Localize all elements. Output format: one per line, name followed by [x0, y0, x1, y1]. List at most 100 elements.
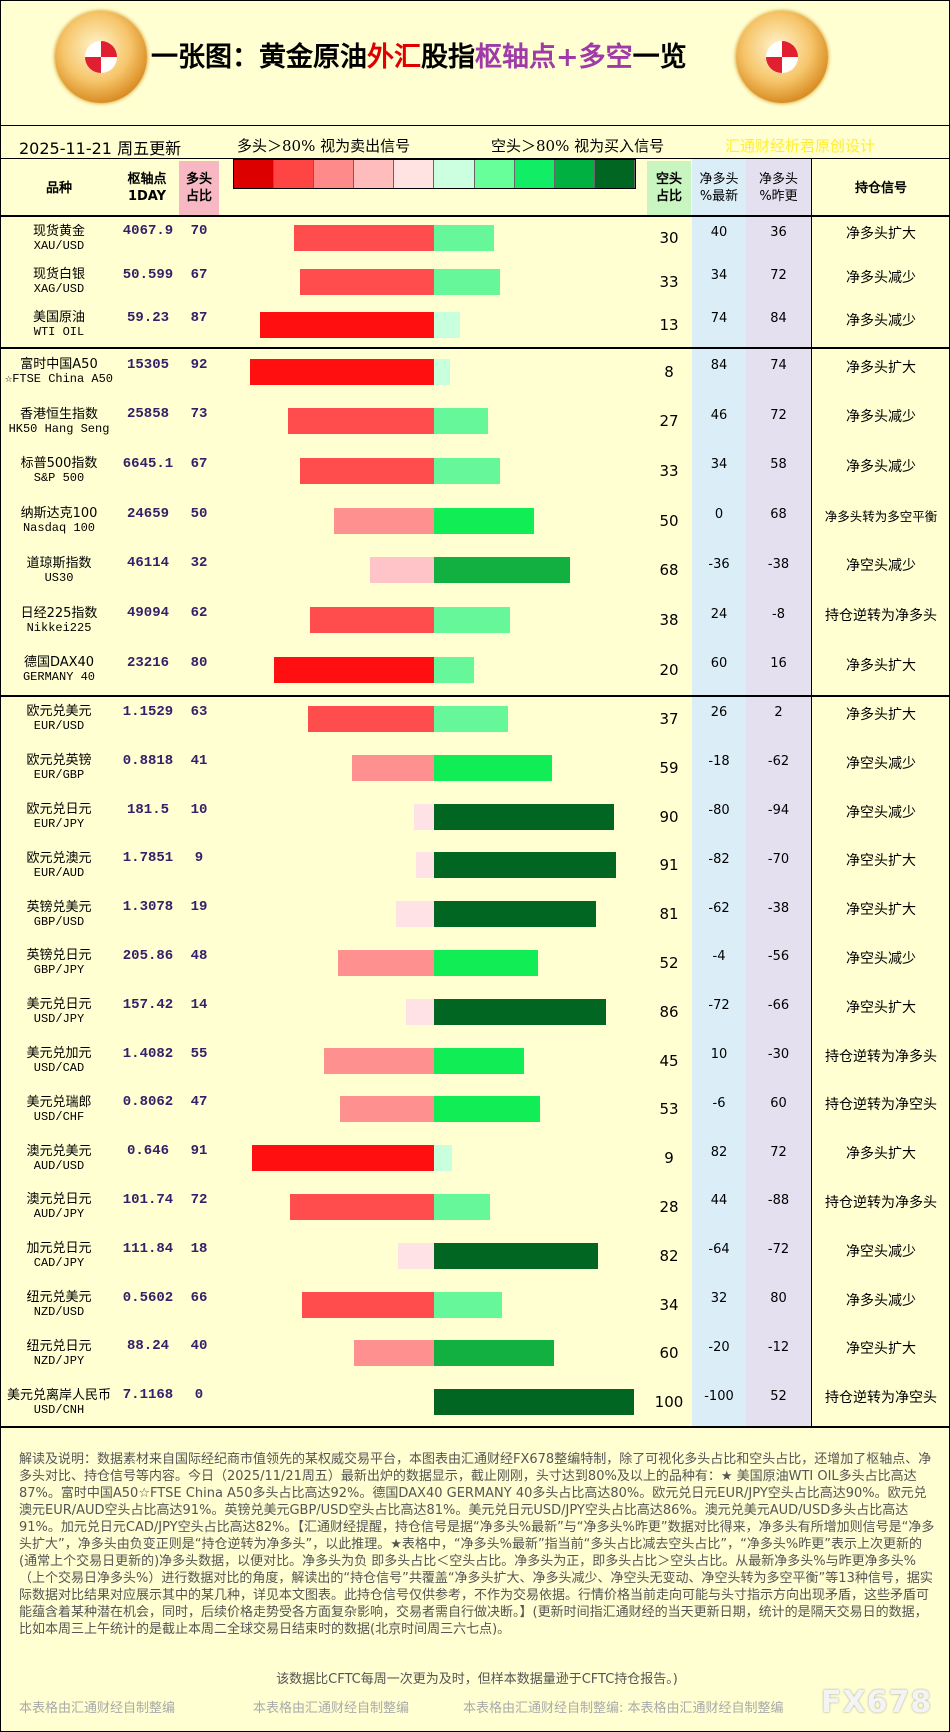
long-bar [338, 950, 434, 976]
net-latest: -62 [708, 900, 730, 916]
instrument-code: CAD/JPY [33, 1256, 85, 1271]
long-pct: 73 [190, 406, 208, 423]
signal: 净空头减少 [846, 950, 916, 967]
title: 一张图：黄金原油外汇股指枢轴点+多空一览 [151, 35, 801, 74]
header-text: 占比 [655, 189, 682, 204]
row-name: 欧元兑英镑 EUR/GBP [1, 743, 117, 792]
title-part: 枢轴点+多空 [475, 42, 633, 73]
pivot: 50.599 [122, 266, 174, 283]
short-pct: 60 [659, 1344, 679, 1363]
instrument-name: 英镑兑美元 [26, 899, 92, 915]
net-prev: 2 [774, 705, 783, 721]
pivot: 88.24 [126, 1338, 169, 1355]
instrument-name: 澳元兑美元 [26, 1143, 92, 1159]
short-pct: 86 [659, 1002, 679, 1021]
signal: 净空头扩大 [846, 999, 916, 1016]
net-prev: -72 [767, 1242, 790, 1258]
signal: 净多头扩大 [846, 706, 916, 723]
instrument-code: Nikkei225 [26, 620, 92, 635]
net-latest: 34 [710, 457, 728, 473]
instrument-name: 纽元兑日元 [26, 1338, 92, 1354]
group-divider [1, 346, 949, 349]
net-latest: -100 [704, 1388, 734, 1404]
long-bar [252, 1145, 434, 1172]
pivot: 0.8062 [122, 1094, 174, 1111]
short-pct: 90 [659, 807, 679, 826]
net-latest: -20 [708, 1339, 730, 1355]
short-bar [434, 607, 510, 634]
legend-swatch [314, 160, 355, 188]
row-name: 澳元兑日元 AUD/JPY [1, 1183, 117, 1232]
row-name: 欧元兑日元 EUR/JPY [1, 792, 117, 841]
net-latest: 26 [710, 705, 728, 721]
long-pct: 55 [190, 1045, 208, 1062]
watermark: 本表格由汇通财经自制整编 [19, 1701, 176, 1716]
long-bar [308, 706, 434, 732]
pivot: 0.5602 [122, 1289, 174, 1306]
short-bar [434, 901, 596, 928]
short-bar [434, 507, 534, 534]
long-pct: 72 [190, 1191, 208, 1208]
instrument-code: AUD/JPY [33, 1207, 85, 1222]
long-bar [290, 1194, 434, 1220]
short-bar [434, 1242, 598, 1269]
pivot: 157.42 [122, 996, 174, 1013]
instrument-name: 欧元兑英镑 [26, 753, 92, 769]
short-bar [434, 754, 552, 781]
signal: 净多头减少 [846, 409, 916, 426]
row-name: 现货黄金 XAU/USD [1, 217, 117, 260]
signal: 净多头扩大 [846, 657, 916, 674]
legend-swatch [474, 160, 515, 188]
row-name: 英镑兑日元 GBP/JPY [1, 939, 117, 988]
short-pct: 30 [659, 229, 679, 248]
short-pct: 13 [659, 315, 679, 334]
pivot: 205.86 [122, 947, 174, 964]
group-divider [1, 694, 949, 697]
divider [1, 158, 949, 159]
col-header: 持仓信号 [811, 161, 949, 215]
short-pct: 68 [659, 561, 679, 580]
signal: 净空头扩大 [846, 853, 916, 870]
signal: 持仓逆转为净空头 [825, 1097, 937, 1114]
instrument-name: 欧元兑日元 [26, 802, 92, 818]
pivot: 0.646 [126, 1143, 169, 1160]
net-prev: 60 [770, 1095, 787, 1111]
net-prev: 72 [770, 268, 787, 284]
signal: 持仓逆转为净空头 [825, 1390, 937, 1407]
short-bar [434, 408, 488, 435]
long-pct: 80 [190, 654, 208, 671]
net-latest: -64 [708, 1242, 730, 1258]
net-latest: 60 [710, 656, 728, 672]
header-text: 净多头 [699, 172, 739, 187]
long-pct: 18 [190, 1240, 208, 1257]
short-pct: 34 [659, 1295, 679, 1314]
long-pct: 50 [190, 505, 208, 522]
header-text: 占比 [185, 189, 212, 204]
legend-short: 空头＞80% 视为买入信号 [491, 137, 665, 155]
long-pct: 66 [190, 1289, 208, 1306]
instrument-name: 现货黄金 [32, 223, 85, 239]
instrument-code: AUD/USD [33, 1158, 85, 1173]
short-bar [434, 1096, 540, 1123]
net-latest: 46 [710, 407, 728, 423]
pivot: 111.84 [122, 1240, 174, 1257]
net-latest: -80 [708, 803, 730, 819]
short-bar [434, 557, 570, 584]
col-header: 枢轴点 1DAY [117, 161, 177, 215]
short-pct: 91 [659, 856, 679, 875]
legend-swatch [354, 160, 395, 188]
net-latest: 0 [714, 507, 724, 523]
instrument-code: Nasdaq 100 [22, 521, 95, 536]
instrument-name: 德国DAX40 [23, 655, 95, 671]
short-bar [434, 1047, 524, 1074]
net-prev: 84 [770, 311, 787, 327]
long-bar [260, 312, 434, 338]
row-name: 标普500指数 S&P 500 [1, 446, 117, 496]
footer-note: 该数据比CFTC每周一次更为及时，但样本数据量逊于CFTC持仓报告。) [276, 1672, 678, 1687]
long-bar [274, 656, 434, 683]
row-name: 德国DAX40 GERMANY 40 [1, 645, 117, 695]
short-bar [434, 1389, 634, 1416]
net-prev: 68 [770, 507, 787, 523]
net-prev: 80 [770, 1291, 787, 1307]
